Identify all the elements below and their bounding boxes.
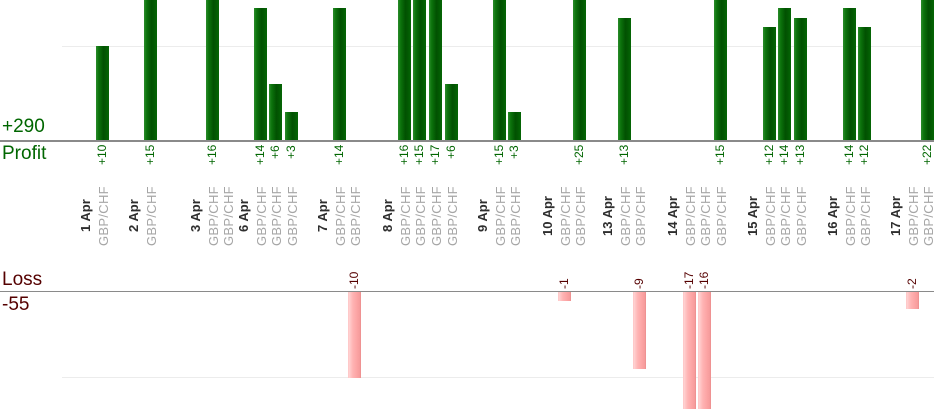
instrument-label: GBP/CHF: [714, 186, 729, 246]
loss-value-label: -10: [347, 271, 361, 289]
loss-bar: [558, 292, 571, 301]
date-label: 17 Apr: [888, 196, 903, 236]
loss-value-label: -1: [557, 278, 571, 289]
profit-bar: [144, 0, 157, 140]
profit-plot-area: [0, 0, 934, 140]
instrument-label: GBP/CHF: [333, 186, 348, 246]
profit-bar: [96, 46, 109, 140]
profit-bar: [794, 17, 807, 140]
loss-bar: [906, 292, 919, 310]
date-label: 2 Apr: [126, 199, 141, 233]
date-label: 13 Apr: [600, 196, 615, 236]
profit-bar: [858, 27, 871, 140]
date-label: 1 Apr: [78, 199, 93, 233]
instrument-label: GBP/CHF: [96, 186, 111, 246]
profit-bar: [843, 8, 856, 140]
profit-bar: [429, 0, 442, 140]
date-label: 6 Apr: [236, 199, 251, 233]
profit-bar: [269, 83, 282, 140]
date-label: 3 Apr: [188, 199, 203, 233]
instrument-label: GBP/CHF: [398, 186, 413, 246]
instrument-label: GBP/CHF: [254, 186, 269, 246]
loss-gridline: [62, 377, 934, 378]
loss-bar: [348, 292, 361, 378]
profit-bar: [714, 0, 727, 140]
instrument-label: GBP/CHF: [858, 186, 873, 246]
instrument-label: GBP/CHF: [794, 186, 809, 246]
profit-bar: [206, 0, 219, 140]
instrument-label: GBP/CHF: [269, 186, 284, 246]
loss-plot-area: [0, 292, 934, 409]
profit-total-label: +290: [2, 116, 45, 137]
date-label: 15 Apr: [745, 196, 760, 236]
instrument-label: GBP/CHF: [285, 186, 300, 246]
profit-bar: [618, 17, 631, 140]
profit-bar: [285, 111, 298, 140]
instrument-label: GBP/CHF: [921, 186, 934, 246]
date-label: 9 Apr: [475, 199, 490, 233]
date-label: 8 Apr: [380, 199, 395, 233]
instrument-label: GBP/CHF: [763, 186, 778, 246]
profit-bar: [254, 8, 267, 140]
profit-bar: [508, 111, 521, 140]
loss-bar: [698, 292, 711, 409]
profit-bar: [493, 0, 506, 140]
loss-value-label: -16: [697, 271, 711, 289]
profit-bar: [398, 0, 411, 140]
date-label: 14 Apr: [665, 196, 680, 236]
instrument-label: GBP/CHF: [493, 186, 508, 246]
instrument-label: GBP/CHF: [413, 186, 428, 246]
profit-bar: [333, 8, 346, 140]
profit-bar: [778, 8, 791, 140]
instrument-label: GBP/CHF: [144, 186, 159, 246]
loss-bar: [683, 292, 696, 409]
loss-total-label: -55: [2, 294, 30, 315]
instrument-label: GBP/CHF: [618, 186, 633, 246]
profit-baseline-axis: [0, 140, 934, 142]
profit-bar: [573, 0, 586, 140]
profit-bar: [763, 27, 776, 140]
loss-value-label: -2: [905, 278, 919, 289]
loss-value-label: -9: [632, 278, 646, 289]
profit-bar: [445, 83, 458, 140]
instrument-label: GBP/CHF: [221, 186, 236, 246]
instrument-label: GBP/CHF: [445, 186, 460, 246]
loss-bar: [633, 292, 646, 370]
date-label: 16 Apr: [825, 196, 840, 236]
profit-bar: [921, 0, 934, 140]
loss-baseline-axis: [0, 290, 934, 292]
loss-value-label: -17: [682, 271, 696, 289]
profit-bar: [413, 0, 426, 140]
loss-axis-label: Loss: [2, 269, 43, 290]
instrument-label: GBP/CHF: [573, 186, 588, 246]
instrument-label: GBP/CHF: [508, 186, 523, 246]
profit-axis-label: Profit: [2, 143, 47, 164]
instrument-label: GBP/CHF: [429, 186, 444, 246]
instrument-label: GBP/CHF: [843, 186, 858, 246]
date-label: 10 Apr: [540, 196, 555, 236]
date-label: 7 Apr: [315, 199, 330, 233]
instrument-label: GBP/CHF: [206, 186, 221, 246]
instrument-label: GBP/CHF: [778, 186, 793, 246]
